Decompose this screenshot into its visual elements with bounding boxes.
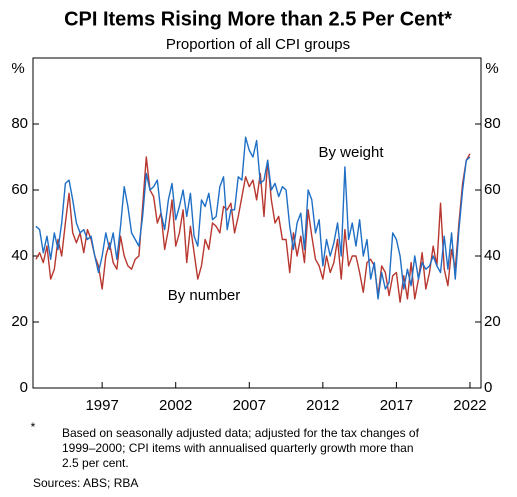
- series-label: By weight: [318, 144, 384, 161]
- x-tick-label: 2017: [380, 397, 413, 414]
- x-tick-label: 2002: [159, 397, 192, 414]
- y2-unit: %: [485, 60, 498, 77]
- y2-tick-label: 0: [484, 379, 492, 396]
- y2-tick-label: 20: [484, 313, 501, 330]
- y-tick-label: 60: [11, 181, 28, 198]
- y2-tick-label: 80: [484, 115, 501, 132]
- series-line: [35, 136, 471, 300]
- chart-subtitle: Proportion of all CPI groups: [166, 36, 350, 53]
- y2-tick-label: 60: [484, 181, 501, 198]
- y2-tick-label: 40: [484, 247, 501, 264]
- footnote-line: 2.5 per cent.: [62, 456, 129, 470]
- x-tick-label: 2012: [306, 397, 339, 414]
- x-tick-label: 2007: [233, 397, 266, 414]
- chart-title: CPI Items Rising More than 2.5 Per Cent*: [64, 8, 452, 30]
- plot-frame: [32, 57, 482, 389]
- y-tick-label: 40: [11, 247, 28, 264]
- y-tick-label: 0: [20, 379, 28, 396]
- series-line: [35, 153, 471, 303]
- footnote-marker: *: [31, 420, 36, 434]
- x-tick-label: 2022: [453, 397, 486, 414]
- y-tick-label: 20: [11, 313, 28, 330]
- y-unit: %: [11, 60, 24, 77]
- x-tick-label: 1997: [85, 397, 118, 414]
- series-label: By number: [168, 287, 241, 304]
- y-tick-label: 80: [11, 115, 28, 132]
- footnote-line: Based on seasonally adjusted data; adjus…: [62, 426, 420, 440]
- footnote-line: 1999–2000; CPI items with annualised qua…: [62, 441, 414, 455]
- source: Sources: ABS; RBA: [33, 476, 138, 490]
